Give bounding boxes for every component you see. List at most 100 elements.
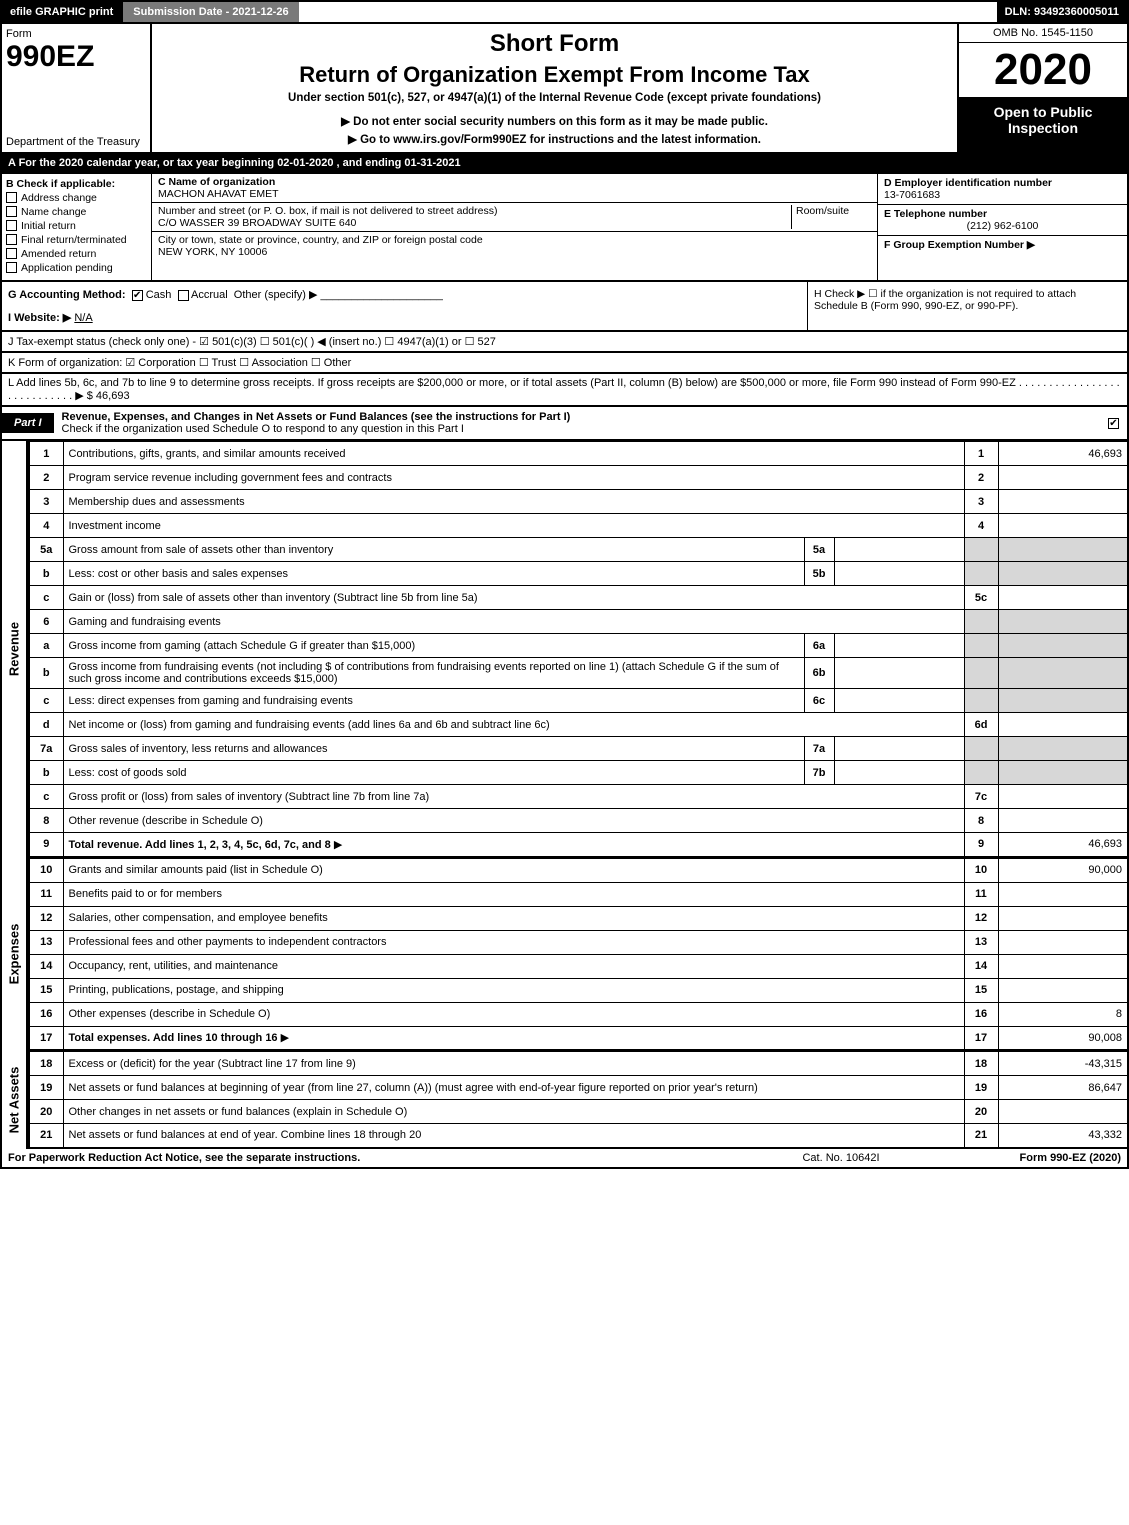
line-5a-mid: 5a xyxy=(804,538,834,562)
line-17-num: 17 xyxy=(29,1026,63,1050)
line-5a-midval xyxy=(834,538,964,562)
opt-initial-return: Initial return xyxy=(21,220,76,232)
c-label: C Name of organization xyxy=(158,176,871,188)
e-phone-value: (212) 962-6100 xyxy=(884,220,1121,232)
line-6c-num: c xyxy=(29,689,63,713)
checkbox-application-pending[interactable] xyxy=(6,262,17,273)
top-bar: efile GRAPHIC print Submission Date - 20… xyxy=(0,0,1129,24)
line-7b-mid: 7b xyxy=(804,761,834,785)
checkbox-amended-return[interactable] xyxy=(6,248,17,259)
line-17-desc: Total expenses. Add lines 10 through 16 xyxy=(63,1026,964,1050)
line-5a-vshade xyxy=(998,538,1128,562)
checkbox-cash[interactable]: ✔ xyxy=(132,290,143,301)
submission-date: Submission Date - 2021-12-26 xyxy=(121,2,298,22)
line-6c-vshade xyxy=(998,689,1128,713)
line-10-num: 10 xyxy=(29,858,63,882)
line-12-num: 12 xyxy=(29,906,63,930)
checkbox-initial-return[interactable] xyxy=(6,220,17,231)
line-13-rnum: 13 xyxy=(964,930,998,954)
short-form-title: Short Form xyxy=(160,30,949,58)
line-5b-num: b xyxy=(29,562,63,586)
line-19-desc: Net assets or fund balances at beginning… xyxy=(63,1076,964,1100)
line-6b-desc: Gross income from fundraising events (no… xyxy=(63,658,804,689)
i-label: I Website: ▶ xyxy=(8,312,71,324)
j-tax-exempt: J Tax-exempt status (check only one) - ☑… xyxy=(0,332,1129,353)
line-20-desc: Other changes in net assets or fund bala… xyxy=(63,1100,964,1124)
line-6c-rshade xyxy=(964,689,998,713)
line-7c-rnum: 7c xyxy=(964,785,998,809)
line-6b-rshade xyxy=(964,658,998,689)
line-20-val xyxy=(998,1100,1128,1124)
line-11-num: 11 xyxy=(29,882,63,906)
line-16-rnum: 16 xyxy=(964,1002,998,1026)
line-10-desc: Grants and similar amounts paid (list in… xyxy=(63,858,964,882)
line-21-val: 43,332 xyxy=(998,1124,1128,1148)
line-1-num: 1 xyxy=(29,442,63,466)
line-14-rnum: 14 xyxy=(964,954,998,978)
line-4-num: 4 xyxy=(29,514,63,538)
line-5c-num: c xyxy=(29,586,63,610)
addr-label: Number and street (or P. O. box, if mail… xyxy=(158,205,781,217)
line-17-desc-text: Total expenses. Add lines 10 through 16 xyxy=(69,1032,278,1044)
line-19-num: 19 xyxy=(29,1076,63,1100)
efile-label: efile GRAPHIC print xyxy=(2,2,121,22)
footer-cat: Cat. No. 10642I xyxy=(741,1152,941,1164)
line-11-val xyxy=(998,882,1128,906)
section-gh: G Accounting Method: ✔ Cash Accrual Othe… xyxy=(0,282,1129,332)
line-20-rnum: 20 xyxy=(964,1100,998,1124)
line-5c-desc: Gain or (loss) from sale of assets other… xyxy=(63,586,964,610)
checkbox-final-return[interactable] xyxy=(6,234,17,245)
line-21-num: 21 xyxy=(29,1124,63,1148)
line-6d-val xyxy=(998,713,1128,737)
checkbox-name-change[interactable] xyxy=(6,206,17,217)
tax-year: 2020 xyxy=(959,43,1127,98)
line-1-desc: Contributions, gifts, grants, and simila… xyxy=(63,442,964,466)
line-15-desc: Printing, publications, postage, and shi… xyxy=(63,978,964,1002)
line-7a-mid: 7a xyxy=(804,737,834,761)
line-6-num: 6 xyxy=(29,610,63,634)
line-7a-num: 7a xyxy=(29,737,63,761)
arrow-icon xyxy=(334,839,342,851)
line-7c-val xyxy=(998,785,1128,809)
checkbox-address-change[interactable] xyxy=(6,192,17,203)
line-5a-num: 5a xyxy=(29,538,63,562)
line-5c-val xyxy=(998,586,1128,610)
line-2-val xyxy=(998,466,1128,490)
line-1-rnum: 1 xyxy=(964,442,998,466)
opt-final-return: Final return/terminated xyxy=(21,234,127,246)
subtitle-1: Under section 501(c), 527, or 4947(a)(1)… xyxy=(160,92,949,104)
section-a-taxyear: A For the 2020 calendar year, or tax yea… xyxy=(0,154,1129,174)
expenses-section: Expenses 10Grants and similar amounts pa… xyxy=(0,858,1129,1052)
line-1-val: 46,693 xyxy=(998,442,1128,466)
form-word: Form xyxy=(6,28,146,40)
checkbox-accrual[interactable] xyxy=(178,290,189,301)
line-6a-rshade xyxy=(964,634,998,658)
line-6-desc: Gaming and fundraising events xyxy=(63,610,964,634)
line-19-val: 86,647 xyxy=(998,1076,1128,1100)
form-number: 990EZ xyxy=(6,40,146,74)
line-2-num: 2 xyxy=(29,466,63,490)
expenses-table: 10Grants and similar amounts paid (list … xyxy=(28,858,1129,1052)
line-19-rnum: 19 xyxy=(964,1076,998,1100)
line-5c-rnum: 5c xyxy=(964,586,998,610)
open-public: Open to Public Inspection xyxy=(959,98,1127,152)
line-7c-desc: Gross profit or (loss) from sales of inv… xyxy=(63,785,964,809)
checkbox-part1-scho[interactable]: ✔ xyxy=(1108,418,1119,429)
line-3-val xyxy=(998,490,1128,514)
line-8-val xyxy=(998,809,1128,833)
line-4-desc: Investment income xyxy=(63,514,964,538)
line-14-num: 14 xyxy=(29,954,63,978)
line-16-desc: Other expenses (describe in Schedule O) xyxy=(63,1002,964,1026)
d-ein-label: D Employer identification number xyxy=(884,177,1121,189)
line-21-desc: Net assets or fund balances at end of ye… xyxy=(63,1124,964,1148)
line-7b-rshade xyxy=(964,761,998,785)
line-6b-num: b xyxy=(29,658,63,689)
line-18-val: -43,315 xyxy=(998,1052,1128,1076)
g-accrual: Accrual xyxy=(191,289,228,301)
line-14-val xyxy=(998,954,1128,978)
line-17-rnum: 17 xyxy=(964,1026,998,1050)
line-7a-rshade xyxy=(964,737,998,761)
dln-label: DLN: 93492360005011 xyxy=(997,2,1127,22)
line-7a-vshade xyxy=(998,737,1128,761)
line-17-val: 90,008 xyxy=(998,1026,1128,1050)
